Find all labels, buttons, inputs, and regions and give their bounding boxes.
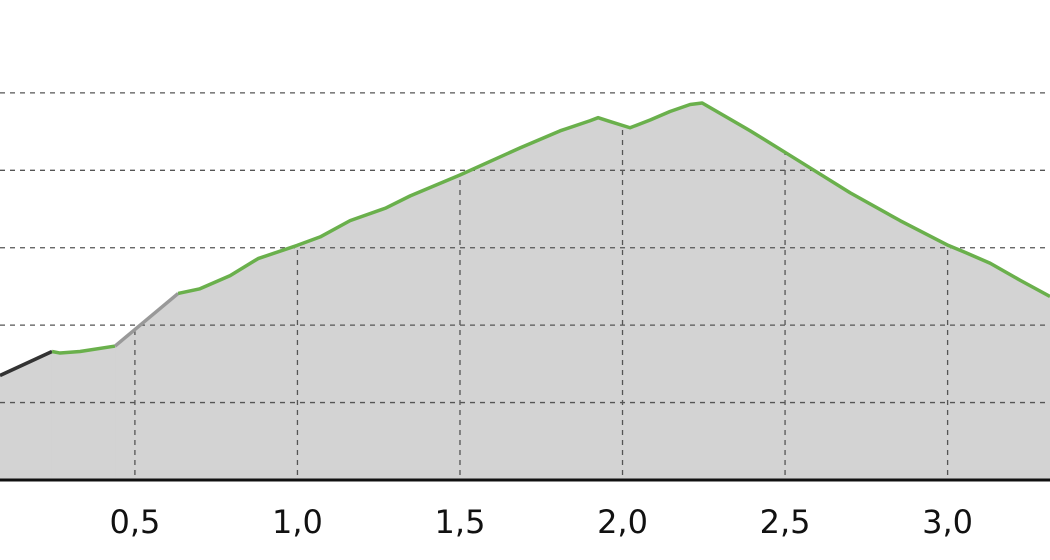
x-tick-label: 1,0 <box>272 503 323 541</box>
x-tick-label: 2,5 <box>760 503 811 541</box>
x-tick-label: 3,0 <box>922 503 973 541</box>
x-tick-label: 0,5 <box>109 503 160 541</box>
x-tick-label: 1,5 <box>435 503 486 541</box>
area <box>51 345 116 481</box>
x-tick-label: 2,0 <box>597 503 648 541</box>
profile-line <box>0 349 53 378</box>
profile-line <box>113 292 180 348</box>
area <box>177 102 1050 481</box>
profile-line <box>177 101 1050 299</box>
profile-line <box>51 344 116 355</box>
